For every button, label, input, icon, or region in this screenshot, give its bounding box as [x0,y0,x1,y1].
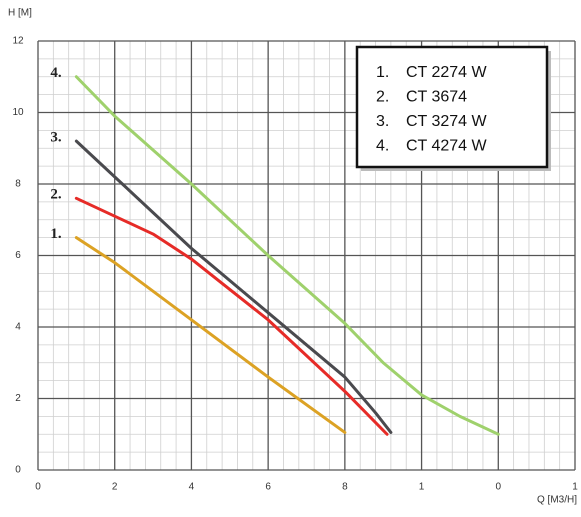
x-axis-label: Q [M3/H] [537,495,577,506]
curve [74,236,347,434]
y-tick-label: 6 [15,250,21,261]
x-tick-label: 6 [265,482,271,493]
legend-box [355,45,549,169]
curve [74,75,500,436]
legend-label: CT 3274 W [406,113,488,130]
curve-label: 1. [50,226,62,242]
curve-label: 2. [50,187,62,203]
legend-label: CT 3674 [406,89,467,106]
legend-number: 4. [376,138,389,155]
y-tick-label: 2 [15,393,21,404]
y-axis-label: H [M] [8,8,32,19]
x-tick-label: 8 [342,482,348,493]
curve-label: 4. [50,65,62,81]
legend-number: 2. [376,89,389,106]
legend-label: CT 2274 W [406,64,488,81]
legend-label: CT 4274 W [406,138,488,155]
x-tick-label: 4 [189,482,195,493]
x-tick-label: 1 [419,482,425,493]
curve-label: 3. [50,130,62,146]
x-tick-label: 2 [112,482,118,493]
legend-number: 3. [376,113,389,130]
x-tick-label: 0 [35,482,41,493]
y-tick-label: 8 [15,179,21,190]
y-tick-label: 0 [15,465,21,476]
x-tick-label: 1 [572,482,578,493]
curve [74,139,393,434]
y-tick-label: 4 [15,322,21,333]
y-tick-label: 10 [12,107,24,118]
curve [74,196,389,436]
legend-number: 1. [376,64,389,81]
y-tick-label: 12 [12,36,24,47]
x-tick-label: 0 [496,482,502,493]
